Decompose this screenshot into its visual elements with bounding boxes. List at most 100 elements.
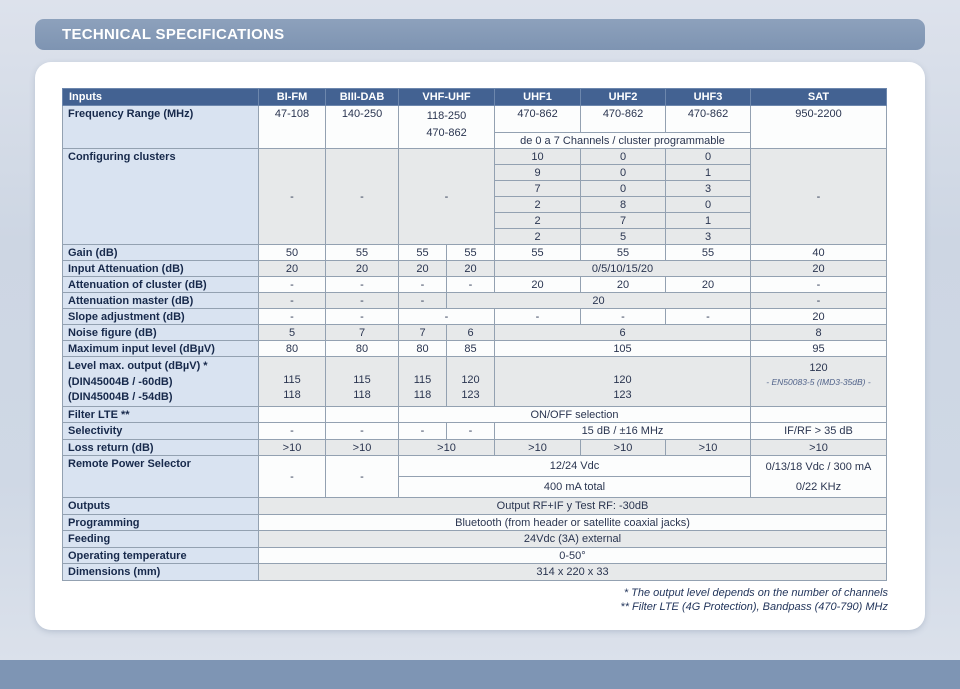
spec-cell-line: - EN50083-5 (IMD3-35dB) -	[766, 377, 871, 387]
spec-cell: 55	[325, 244, 399, 261]
spec-cell: 5	[580, 228, 666, 245]
content-card: Inputs BI-FM BIII-DAB VHF-UHF UHF1 UHF2 UHF3 SA…	[35, 62, 925, 630]
spec-cell: 8	[750, 324, 887, 341]
spec-cell: 2	[494, 196, 581, 213]
spec-cell: 120 - EN50083-5 (IMD3-35dB) -	[750, 356, 887, 407]
spec-cell: 80	[258, 340, 326, 357]
spec-cell: 80	[398, 340, 447, 357]
spec-cell: -	[325, 422, 399, 440]
spec-cell: 0	[580, 180, 666, 197]
spec-cell: 20	[750, 260, 887, 277]
row-label: Frequency Range (MHz)	[62, 105, 259, 149]
row-label: Operating temperature	[62, 547, 259, 564]
spec-cell: 470-862	[580, 105, 666, 133]
spec-cell: 118-250 470-862	[398, 105, 495, 149]
spec-cell: 85	[446, 340, 495, 357]
table-row: Loss return (dB) >10 >10 >10 >10 >10 >10 >10	[62, 439, 887, 456]
row-label: Maximum input level (dBµV)	[62, 340, 259, 357]
spec-cell-line: 470-862	[426, 127, 467, 139]
row-label: Remote Power Selector	[62, 455, 259, 498]
row-label: Loss return (dB)	[62, 439, 259, 456]
spec-cell: 105	[494, 340, 751, 357]
spec-cell: -	[258, 455, 326, 498]
column-header: UHF2	[580, 88, 666, 106]
row-label: Attenuation master (dB)	[62, 292, 259, 309]
footnotes: * The output level depends on the number…	[620, 586, 888, 614]
spec-cell: 20	[325, 260, 399, 277]
spec-cell: >10	[665, 439, 751, 456]
spec-cell: 0	[580, 164, 666, 181]
spec-cell: 20	[750, 308, 887, 325]
spec-cell: 20	[446, 292, 751, 309]
spec-cell: -	[580, 308, 666, 325]
column-header: BIII-DAB	[325, 88, 399, 106]
spec-cell: -	[325, 308, 399, 325]
spec-cell: -	[446, 422, 495, 440]
row-label: Configuring clusters	[62, 148, 259, 245]
table-row: Outputs Output RF+IF y Test RF: -30dB	[62, 497, 887, 515]
spec-cell: Output RF+IF y Test RF: -30dB	[258, 497, 887, 515]
spec-cell: 950-2200	[750, 105, 887, 149]
page-title: TECHNICAL SPECIFICATIONS	[62, 26, 285, 43]
spec-cell	[325, 406, 399, 423]
row-label: Attenuation of cluster (dB)	[62, 276, 259, 293]
spec-cell-line: 120	[613, 374, 632, 386]
spec-cell-line: 400 mA total	[543, 481, 606, 493]
spec-cell-line: 0/22 KHz	[795, 480, 842, 493]
table-row: Attenuation master (dB) - - -20-	[62, 292, 887, 309]
spec-cell-line: 120	[809, 362, 828, 374]
table-row: Attenuation of cluster (dB) - - - -20 20 20-	[62, 276, 887, 293]
spec-cell: 20	[446, 260, 495, 277]
column-header: Inputs	[62, 88, 259, 106]
table-row: Dimensions (mm) 314 x 220 x 33	[62, 563, 887, 581]
spec-cell: 2	[494, 212, 581, 229]
spec-cell: -	[494, 308, 581, 325]
column-header: BI-FM	[258, 88, 326, 106]
spec-cell: ON/OFF selection	[398, 406, 751, 423]
bottom-band	[0, 660, 960, 689]
row-label: Selectivity	[62, 422, 259, 440]
spec-cell: 55	[494, 244, 581, 261]
spec-cell: 314 x 220 x 33	[258, 563, 887, 581]
spec-cell-line: 115	[283, 374, 301, 386]
spec-cell	[258, 406, 326, 423]
spec-cell: >10	[494, 439, 581, 456]
column-header: SAT	[750, 88, 887, 106]
spec-cell-line: 115	[413, 374, 432, 386]
spec-cell: 115 118	[398, 356, 447, 407]
specifications-table: Inputs BI-FM BIII-DAB VHF-UHF UHF1 UHF2 UHF3 SA…	[62, 88, 887, 581]
spec-cell: >10	[580, 439, 666, 456]
spec-cell: IF/RF > 35 dB	[750, 422, 887, 440]
row-label: Gain (dB)	[62, 244, 259, 261]
row-label: Outputs	[62, 497, 259, 515]
spec-cell: 20	[258, 260, 326, 277]
spec-cell: -	[398, 308, 495, 325]
spec-cell: 80	[325, 340, 399, 357]
spec-cell: -	[258, 276, 326, 293]
row-label: Dimensions (mm)	[62, 563, 259, 581]
spec-cell: 0	[665, 148, 751, 165]
spec-cell: -	[446, 276, 495, 293]
spec-cell: 0/5/10/15/20	[494, 260, 751, 277]
spec-cell-line: Level max. output (dBµV) *	[68, 360, 208, 372]
row-label: Programming	[62, 514, 259, 531]
spec-cell: 3	[665, 180, 751, 197]
table-row: Slope adjustment (dB) - - - - - -20	[62, 308, 887, 325]
table-row: Configuring clusters - - -10 0 0-	[62, 148, 887, 245]
spec-cell: 120 123	[494, 356, 751, 407]
spec-cell: 20	[580, 276, 666, 293]
column-header: UHF3	[665, 88, 751, 106]
column-header: UHF1	[494, 88, 581, 106]
spec-cell: 10	[494, 148, 581, 165]
spec-cell: -	[665, 308, 751, 325]
spec-cell: 95	[750, 340, 887, 357]
spec-cell: 7	[494, 180, 581, 197]
row-label: Level max. output (dBµV) * (DIN45004B / -…	[62, 356, 259, 407]
spec-cell: 115 118	[258, 356, 326, 407]
row-label: Slope adjustment (dB)	[62, 308, 259, 325]
spec-cell: 50	[258, 244, 326, 261]
spec-cell: -	[258, 308, 326, 325]
spec-cell: -	[325, 455, 399, 498]
